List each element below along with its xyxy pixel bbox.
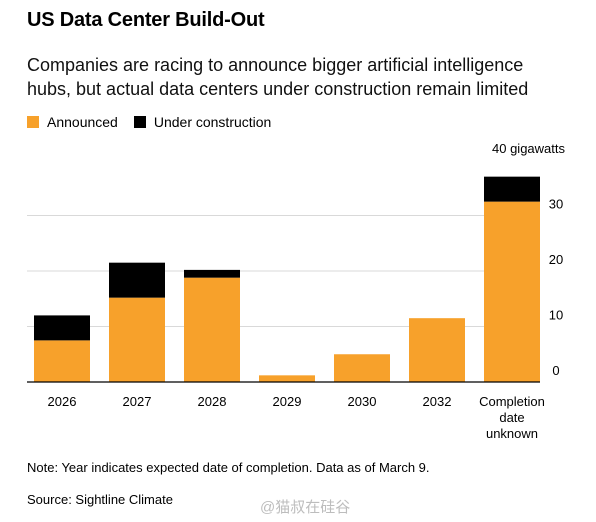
bar-under-construction-1 [109,262,165,298]
x-tick-label-5: 2032 [423,394,452,409]
x-tick-label-6-line-2: unknown [486,426,538,441]
y-axis-unit-label: 40 gigawatts [492,141,565,156]
legend-swatch-announced [27,116,39,128]
bar-under-construction-6 [484,176,540,202]
bar-under-construction-2 [184,269,240,278]
legend-label-under-construction: Under construction [153,114,272,130]
x-tick-label-1: 2027 [123,394,152,409]
legend-item-under-construction: Under construction [133,114,272,130]
chart-note: Note: Year indicates expected date of co… [27,460,430,475]
bar-announced-1 [109,297,165,382]
x-tick-label-6-line-0: Completion [479,394,545,409]
bar-announced-4 [334,354,390,382]
x-tick-label-2: 2028 [198,394,227,409]
bar-announced-2 [184,277,240,382]
chart-subtitle: Companies are racing to announce bigger … [27,55,529,99]
y-tick-label-30: 30 [549,197,563,212]
bar-under-construction-0 [34,315,90,341]
chart-title: US Data Center Build-Out [27,9,265,31]
x-tick-label-4: 2030 [348,394,377,409]
legend-label-announced: Announced [47,114,118,130]
legend-swatch-under-construction [133,116,146,128]
bar-announced-3 [259,375,315,382]
legend: Announced Under construction [27,114,287,130]
watermark: @猫叔在硅谷 [260,499,351,516]
y-tick-label-20: 20 [549,252,563,267]
chart-source: Source: Sightline Climate [27,492,173,507]
bar-announced-0 [34,340,90,382]
bar-announced-6 [484,201,540,382]
x-tick-label-0: 2026 [48,394,77,409]
x-tick-label-3: 2029 [273,394,302,409]
y-tick-label-10: 10 [549,308,563,323]
x-tick-label-6-line-1: date [499,410,524,425]
bar-announced-5 [409,318,465,382]
legend-item-announced: Announced [27,114,118,130]
y-tick-label-0: 0 [552,363,559,378]
